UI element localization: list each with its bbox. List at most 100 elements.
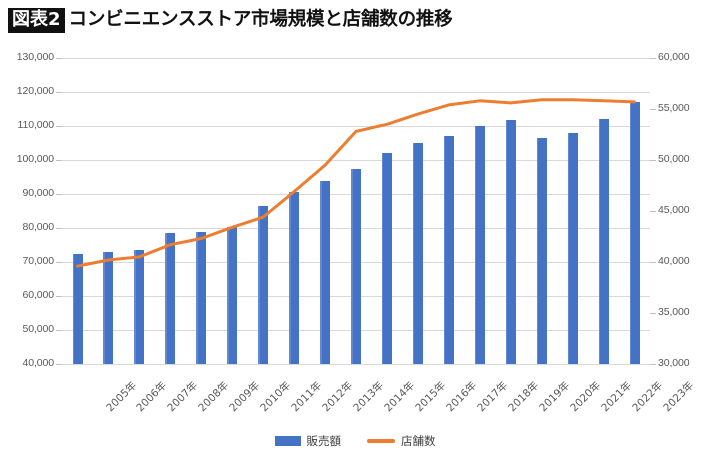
bar (443, 136, 454, 364)
legend-bar-swatch-icon (274, 436, 301, 446)
x-axis-tick-label: 2008年 (196, 379, 232, 415)
bar (474, 126, 485, 364)
bar-highlight (196, 231, 198, 364)
bar-highlight (536, 137, 539, 364)
y-axis-right-tick: 35,000 (658, 306, 690, 318)
y-axis-left-tick: 80,000 (22, 221, 54, 233)
x-axis-tick-label: 2014年 (382, 379, 418, 415)
x-axis-tick-label: 2021年 (598, 379, 634, 415)
bar-highlight (567, 132, 570, 364)
y-axis-left-tick: 70,000 (22, 255, 54, 267)
bar-highlight (443, 136, 446, 364)
line-path (76, 98, 636, 268)
y-axis-right-tickmark (650, 109, 656, 110)
x-axis-labels: 2005年 2006年 2007年 2008年 2009年 2010年 2011年 2012年… (62, 378, 696, 430)
plot-canvas (62, 58, 650, 365)
bar-highlight (258, 205, 260, 364)
bar (412, 143, 423, 364)
y-axis-left-tick: 130,000 (16, 51, 54, 63)
x-axis-tick-label: 2022年 (629, 379, 665, 415)
bar (567, 132, 578, 364)
y-axis-right-tick: 60,000 (658, 51, 690, 63)
bar (320, 180, 331, 364)
gridline (62, 92, 650, 93)
x-axis-tick-label: 2016年 (444, 379, 480, 415)
y-axis-left-tick: 60,000 (22, 289, 54, 301)
bar (103, 251, 114, 364)
bar-highlight (351, 168, 353, 364)
bar-highlight (474, 126, 477, 364)
y-axis-left-tickmark (56, 262, 62, 263)
y-axis-right-tickmark (650, 211, 656, 212)
bar-highlight (412, 143, 415, 364)
y-axis-left-tickmark (56, 92, 62, 93)
bar-highlight (320, 180, 322, 364)
y-axis-left-tickmark (56, 126, 62, 127)
gridline (62, 160, 650, 161)
y-axis-left-tick: 90,000 (22, 187, 54, 199)
bar-highlight (103, 251, 105, 364)
bar (165, 233, 176, 364)
x-axis-tick-label: 2015年 (413, 379, 449, 415)
x-axis-tick-label: 2018年 (506, 379, 541, 415)
bar (351, 168, 361, 364)
y-axis-left-tickmark (56, 364, 62, 365)
y-axis-left-tickmark (56, 58, 62, 59)
chart-legend: 販売額 店舗数 (0, 430, 710, 452)
x-axis-tick-label: 2005年 (103, 379, 139, 415)
x-axis-tick-label: 2019年 (537, 379, 572, 415)
y-axis-left-tickmark (56, 296, 62, 297)
gridline (62, 58, 650, 59)
chart-title: 図表2 コンビニエンスストア市場規模と店舗数の推移 (8, 7, 702, 33)
y-axis-left-tick: 100,000 (16, 153, 54, 165)
y-axis-right-tickmark (650, 313, 656, 314)
legend-item[interactable]: 販売額 (274, 433, 342, 449)
bar (598, 119, 609, 364)
bar (505, 120, 516, 364)
x-axis-tick-label: 2007年 (165, 379, 201, 415)
x-axis-tick-label: 2020年 (568, 379, 603, 415)
bar-highlight (381, 153, 384, 364)
plot-area: 40,000 50,000 60,000 70,000 80,000 90,000 100,… (0, 46, 710, 376)
legend-label: 販売額 (306, 434, 342, 448)
bar (629, 102, 640, 364)
y-axis-left-tickmark (56, 228, 62, 229)
y-axis-right-tick: 55,000 (658, 102, 690, 114)
x-axis-tick-label: 2023年 (660, 379, 696, 415)
x-axis-tick-label: 2006年 (134, 379, 170, 415)
x-axis-tick-label: 2013年 (351, 379, 387, 415)
y-axis-left-tickmark (56, 330, 62, 331)
y-axis-left-tick: 110,000 (17, 119, 55, 131)
x-axis-tick-label: 2010年 (258, 379, 294, 415)
page-title: コンビニエンスストア市場規模と店舗数の推移 (68, 9, 453, 30)
bar-highlight (289, 192, 291, 364)
bar-highlight (505, 120, 508, 364)
bar-highlight (629, 102, 631, 364)
bar (258, 205, 269, 364)
bar (289, 192, 300, 364)
gridline (62, 364, 650, 365)
y-axis-right-tickmark (650, 262, 656, 263)
bar (536, 137, 547, 364)
x-axis-tick-label: 2011年 (289, 379, 325, 415)
y-axis-right-tick: 50,000 (658, 153, 690, 165)
y-axis-left-tick: 120,000 (16, 85, 54, 97)
bar-highlight (72, 253, 74, 364)
bar (134, 250, 145, 364)
legend-item[interactable]: 店舗数 (367, 433, 436, 449)
x-axis-tick-label: 2009年 (227, 379, 263, 415)
y-axis-right-tick: 40,000 (658, 255, 690, 267)
line-series (76, 98, 636, 268)
bar (381, 153, 392, 364)
y-axis-left-tick: 50,000 (22, 323, 54, 335)
y-axis-right-tick: 45,000 (658, 204, 690, 216)
bar-highlight (134, 250, 136, 364)
y-axis-right-tickmark (650, 58, 656, 59)
y-axis-right-tickmark (650, 364, 656, 365)
legend-label: 店舗数 (401, 434, 436, 448)
bar-highlight (227, 227, 229, 364)
y-axis-left-tickmark (56, 194, 62, 195)
bar-highlight (165, 233, 167, 364)
y-axis-right-tick: 30,000 (658, 357, 690, 369)
gridline (62, 126, 650, 127)
